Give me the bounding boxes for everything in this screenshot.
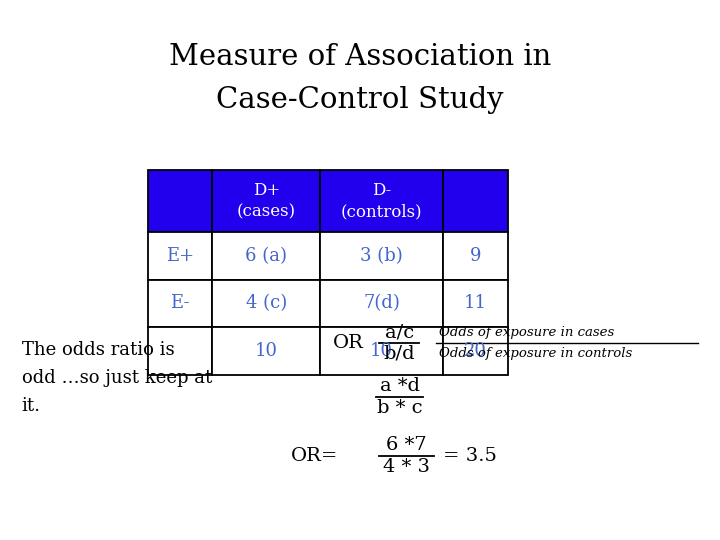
- Bar: [148, 327, 212, 375]
- Bar: [320, 327, 443, 375]
- Bar: [320, 280, 443, 327]
- Bar: [443, 232, 508, 280]
- Bar: [212, 327, 320, 375]
- Text: 4 * 3: 4 * 3: [383, 458, 431, 476]
- Bar: [212, 280, 320, 327]
- Text: E+: E+: [166, 247, 194, 265]
- Text: = 3.5: = 3.5: [443, 447, 497, 465]
- Bar: [320, 232, 443, 280]
- Text: D+
(cases): D+ (cases): [237, 182, 296, 220]
- Text: b/d: b/d: [384, 345, 415, 363]
- Text: Case-Control Study: Case-Control Study: [216, 86, 504, 114]
- Text: 10: 10: [370, 342, 393, 360]
- Text: 6 (a): 6 (a): [246, 247, 287, 265]
- Bar: [443, 280, 508, 327]
- Text: 6 *7: 6 *7: [387, 436, 427, 455]
- Bar: [148, 232, 212, 280]
- Text: 4 (c): 4 (c): [246, 294, 287, 313]
- Text: 3 (b): 3 (b): [360, 247, 403, 265]
- Bar: [320, 170, 443, 232]
- Text: a/c: a/c: [385, 323, 414, 341]
- Text: 10: 10: [255, 342, 278, 360]
- Bar: [212, 232, 320, 280]
- Text: E-: E-: [170, 294, 190, 313]
- Text: b * c: b * c: [377, 399, 423, 417]
- Text: OR=: OR=: [291, 447, 338, 465]
- Bar: [148, 170, 212, 232]
- Text: OR: OR: [333, 334, 364, 352]
- Text: The odds ratio is
odd …so just keep at
it.: The odds ratio is odd …so just keep at i…: [22, 341, 212, 415]
- Bar: [212, 170, 320, 232]
- Bar: [443, 327, 508, 375]
- Bar: [443, 170, 508, 232]
- Bar: [148, 280, 212, 327]
- Text: 20: 20: [464, 342, 487, 360]
- Text: Odds of exposure in controls: Odds of exposure in controls: [439, 347, 632, 360]
- Text: a *d: a *d: [379, 377, 420, 395]
- Text: D-
(controls): D- (controls): [341, 182, 423, 220]
- Text: Odds of exposure in cases: Odds of exposure in cases: [439, 326, 614, 339]
- Text: 7(d): 7(d): [363, 294, 400, 313]
- Text: 9: 9: [469, 247, 481, 265]
- Text: 11: 11: [464, 294, 487, 313]
- Text: Measure of Association in: Measure of Association in: [169, 43, 551, 71]
